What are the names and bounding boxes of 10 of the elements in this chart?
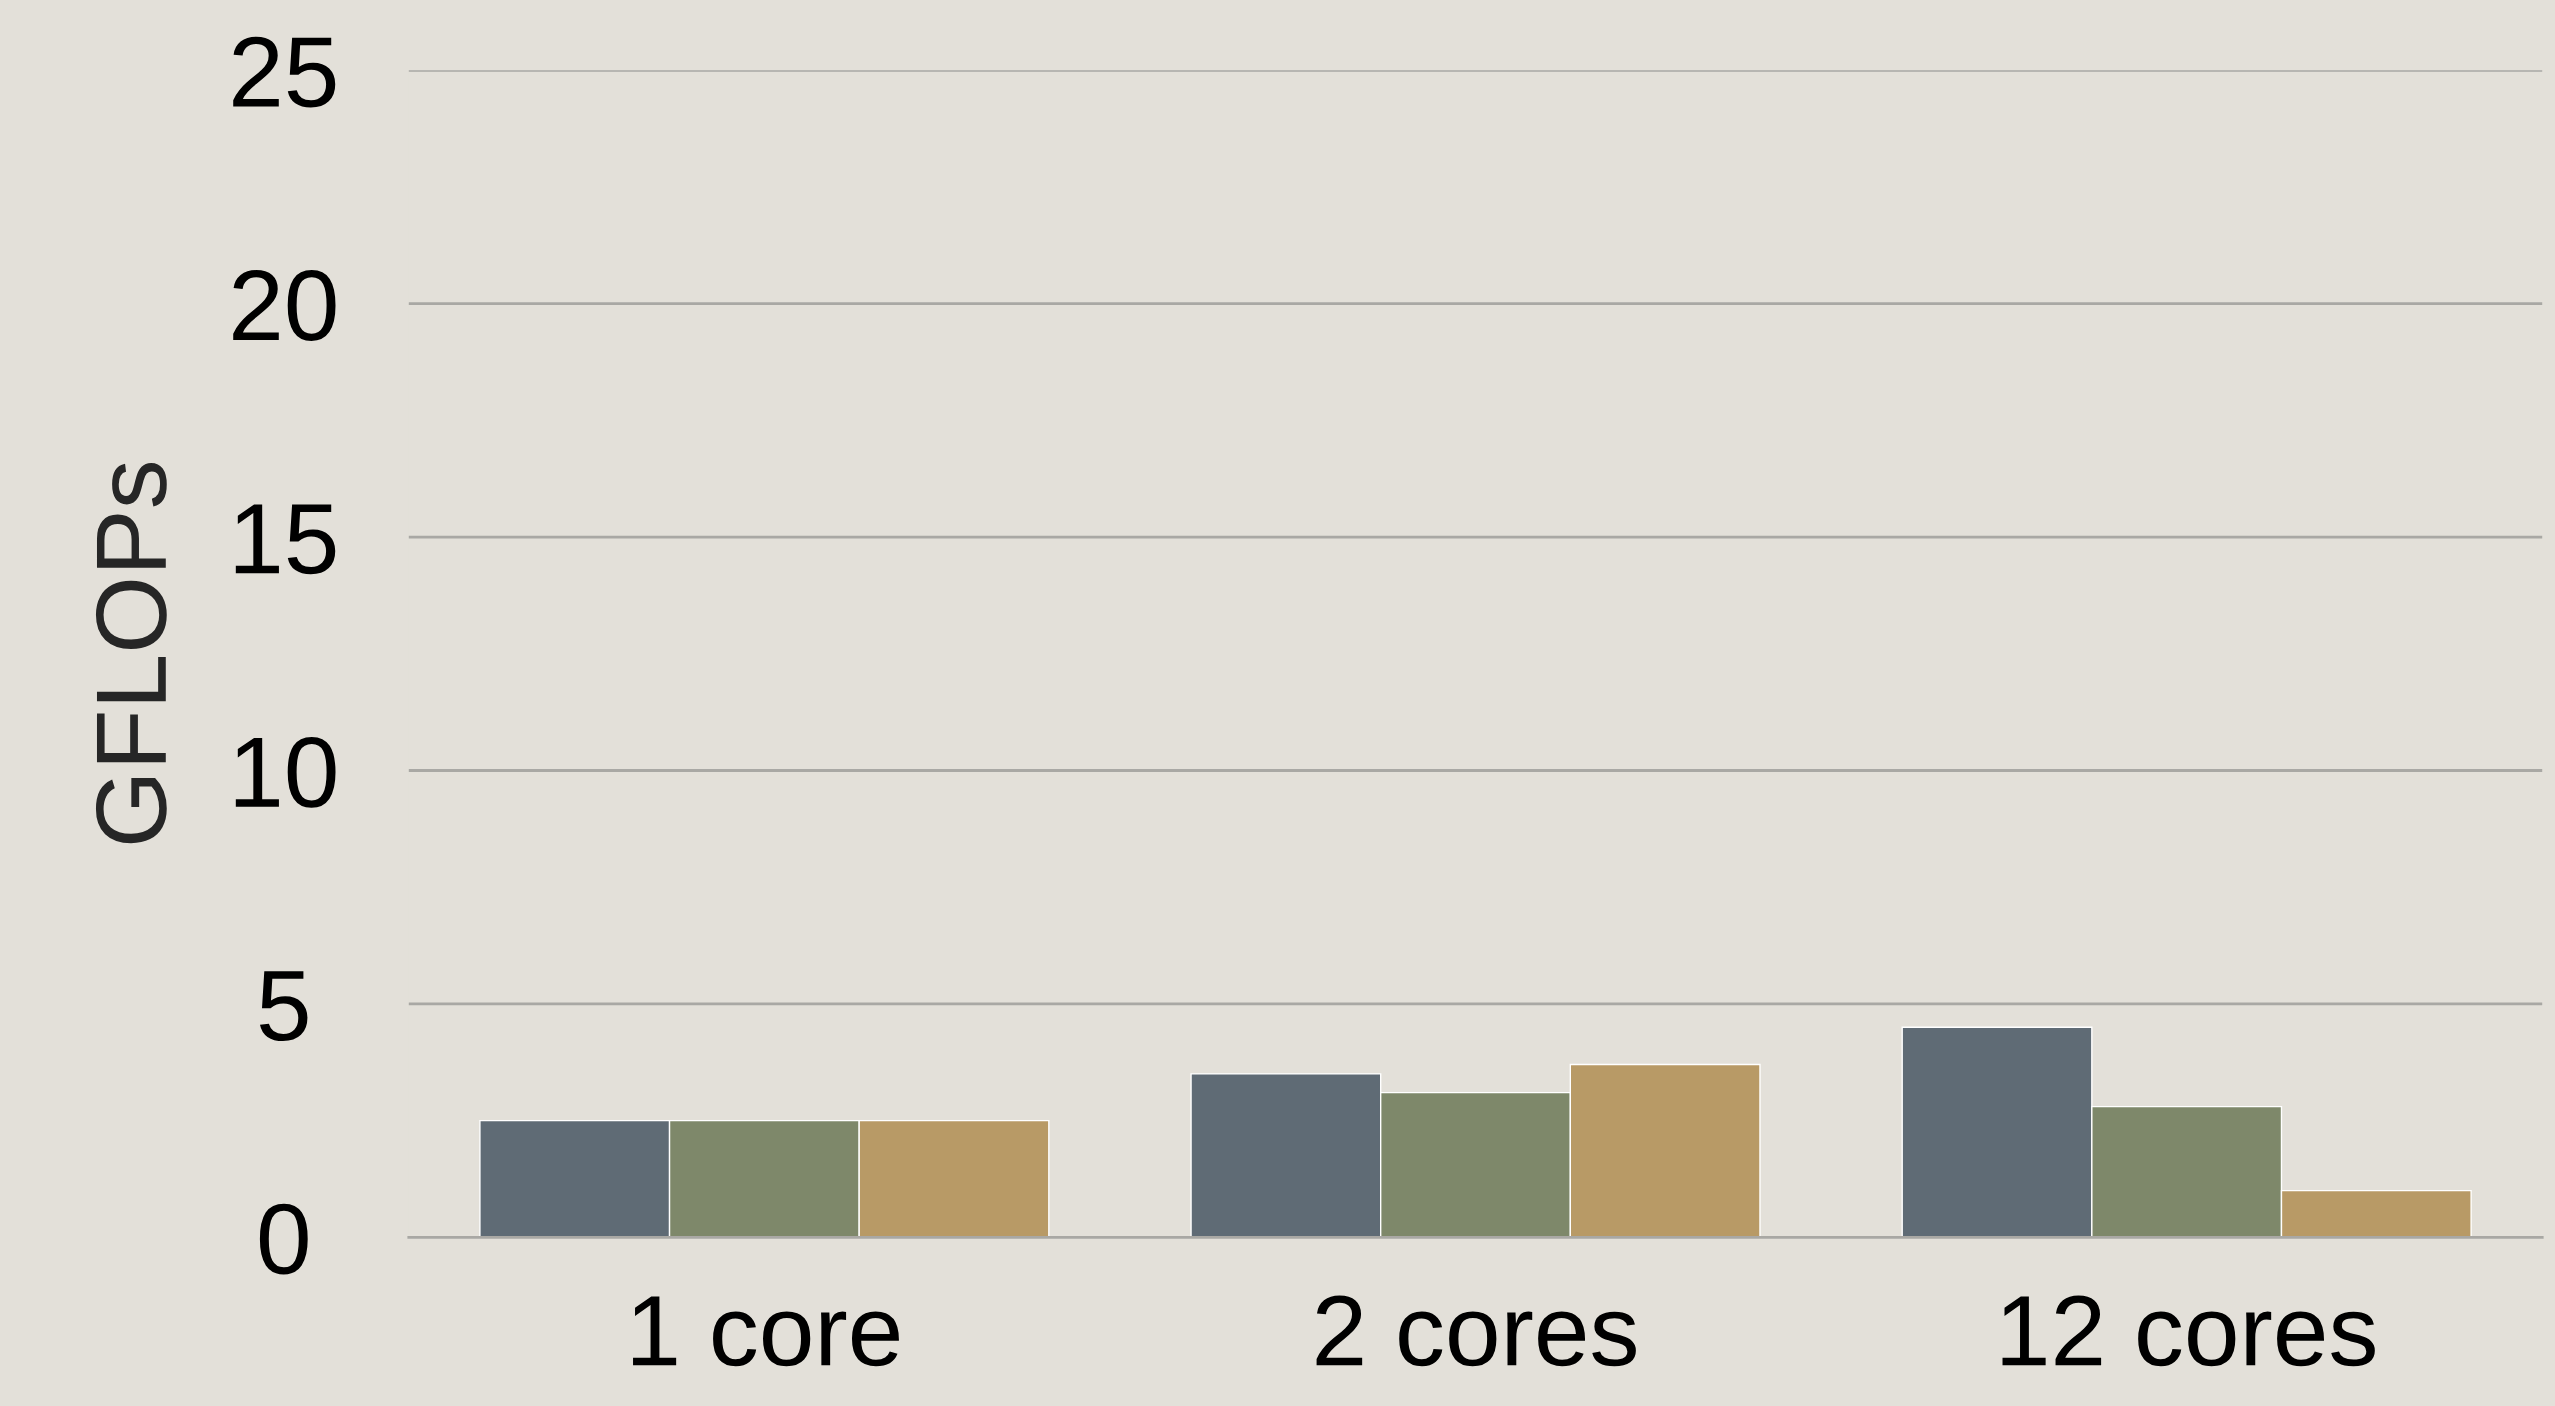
y-tick-label: 0	[259, 1203, 308, 1275]
x-tick-label: 2 cores	[1316, 1295, 1636, 1367]
x-tick-label: 12 cores	[2002, 1295, 2375, 1367]
y-tick-label: 15	[235, 504, 336, 575]
y-tick-label: 25	[233, 36, 336, 108]
y-tick-label: 20	[233, 270, 336, 341]
y-tick-label: 5	[260, 971, 308, 1042]
y-axis-title: GFLOPs	[95, 462, 167, 844]
y-tick-label: 10	[235, 736, 336, 808]
x-tick-label: 1 core	[633, 1296, 899, 1367]
